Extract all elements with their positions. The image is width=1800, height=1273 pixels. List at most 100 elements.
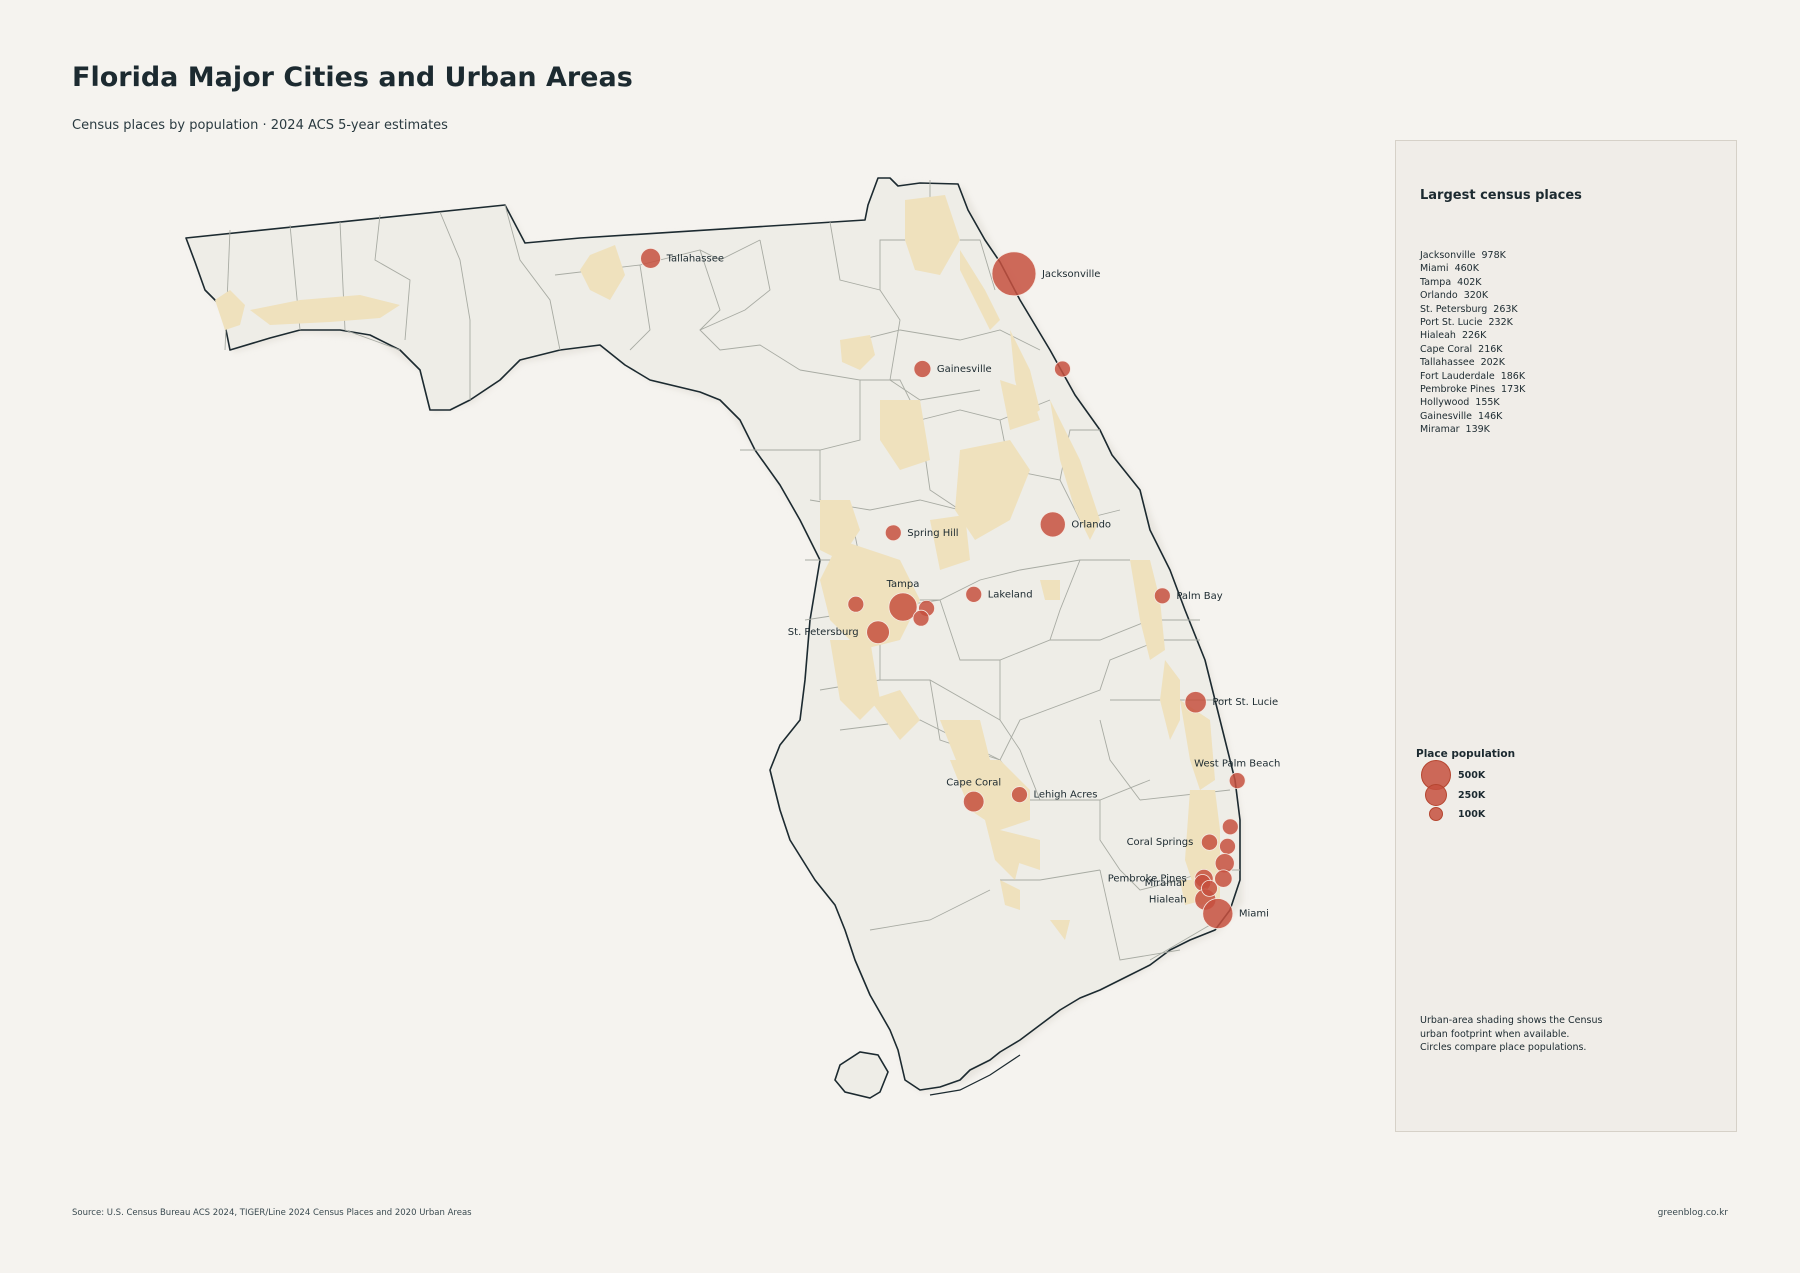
ranking-item: Tallahassee 202K [1420,356,1525,369]
city-marker [1219,838,1236,855]
ranking-city: St. Petersburg [1420,303,1488,315]
source-note: Source: U.S. Census Bureau ACS 2024, TIG… [72,1208,472,1218]
ranking-city: Tampa [1420,276,1452,288]
ranking-item: Orlando 320K [1420,289,1525,302]
florida-state-outline [185,177,1241,1091]
ranking-value: 173K [1501,384,1526,396]
ranking-city: Gainesville [1420,410,1473,422]
city-marker [1039,511,1066,538]
legend-item-500k: 500K [1416,759,1486,791]
city-label: Lehigh Acres [1034,790,1098,801]
florida-keys-chain [929,1054,1021,1096]
city-marker [888,592,918,622]
ranking-value: 155K [1475,397,1500,409]
city-label: Coral Springs [1127,837,1194,848]
county-boundaries [224,180,1240,961]
city-marker [965,586,983,603]
city-label: Miami [1239,909,1269,920]
ranking-value: 186K [1500,370,1526,382]
map-note: Urban-area shading shows the Census urba… [1420,1014,1720,1055]
ranking-value: 232K [1488,317,1513,329]
ranking-item: Cape Coral 216K [1420,343,1525,356]
city-label: St. Petersburg [788,627,859,638]
florida-map: Jacksonville Tallahassee Gainesville Orland… [185,177,1280,1099]
city-marker [1054,360,1071,378]
city-marker [1201,880,1218,897]
ranking-value: 978K [1481,250,1506,261]
ranking-city: Jacksonville [1420,250,1476,261]
ranking-value: 202K [1480,357,1505,369]
florida-keys [834,1051,889,1099]
city-markers: Jacksonville Tallahassee Gainesville Orland… [640,248,1280,930]
city-marker [866,620,890,645]
city-label: Gainesville [937,364,992,375]
ranking-value: 402K [1457,276,1482,288]
map-subtitle: Census places by population · 2024 ACS 5… [72,118,448,133]
city-label: Spring Hill [907,528,958,539]
city-marker [1184,691,1207,714]
ranking-city: Cape Coral [1420,343,1473,355]
ranking-city: Orlando [1420,290,1458,302]
ranking-list: Jacksonville 978K Miami 460K Tampa 402K Orland… [1420,249,1525,437]
credit-link[interactable]: greenblog.co.kr [1657,1208,1728,1218]
ranking-city: Port St. Lucie [1420,317,1483,329]
city-label: Hialeah [1149,895,1187,906]
legend-circle [1424,784,1447,807]
ranking-city: Fort Lauderdale [1420,370,1495,382]
ranking-value: 216K [1478,343,1503,355]
city-label: Lakeland [988,589,1033,600]
ranking-item: Hialeah 226K [1420,329,1525,342]
city-marker [1228,772,1246,789]
legend-item-100k: 100K [1416,803,1485,825]
ranking-item: Port St. Lucie 232K [1420,316,1525,329]
note-line: Urban-area shading shows the Census [1420,1015,1603,1026]
city-marker [1153,587,1171,605]
ranking-item: Pembroke Pines 173K [1420,383,1525,396]
city-marker [847,595,865,613]
city-label: Pembroke Pines [1108,874,1187,885]
city-marker [1200,833,1219,851]
legend-item-250k: 250K [1416,784,1486,807]
city-label: Miramar [1145,878,1188,889]
urban-areas [215,195,1220,940]
city-marker [912,609,930,627]
city-label: Cape Coral [946,777,1001,788]
ranking-item: Fort Lauderdale 186K [1420,370,1525,383]
ranking-item: Tampa 402K [1420,276,1525,289]
ranking-value: 320K [1463,290,1489,302]
ranking-value: 226K [1461,330,1487,342]
legend-label: 100K [1458,808,1486,820]
ranking-item: Miramar 139K [1420,423,1525,436]
city-label: Jacksonville [1041,269,1100,280]
city-label: Tampa [886,579,920,590]
ranking-city: Pembroke Pines [1420,384,1496,396]
legend-circle [1428,806,1444,822]
ranking-item: St. Petersburg 263K [1420,303,1525,316]
legend-label: 500K [1458,769,1486,781]
city-marker [1202,898,1234,930]
city-marker [1214,869,1233,888]
city-label: Tallahassee [666,253,724,264]
map-title: Florida Major Cities and Urban Areas [72,62,633,93]
ranking-city: Miramar [1420,424,1460,436]
city-marker [1011,786,1028,804]
ranking-item: Miami 460K [1420,262,1525,275]
legend-title: Place population [1416,748,1516,760]
info-panel: Largest census places Jacksonville 978K Mi… [1395,140,1737,1132]
ranking-item: Hollywood 155K [1420,396,1525,409]
ranking-city: Hialeah [1420,330,1456,342]
ranking-value: 146K [1478,410,1503,422]
city-marker [962,790,985,813]
legend-label: 250K [1458,789,1486,801]
city-label: Palm Bay [1176,591,1222,602]
ranking-city: Tallahassee [1420,357,1475,369]
city-label: West Palm Beach [1194,759,1280,770]
ranking-city: Hollywood [1420,397,1470,409]
city-marker [884,524,902,542]
city-marker [991,251,1037,297]
ranking-value: 139K [1465,424,1490,436]
panel-title: Largest census places [1420,188,1582,203]
city-marker [1221,818,1239,836]
ranking-item: Jacksonville 978K [1420,249,1525,262]
note-line: urban footprint when available. [1420,1028,1570,1040]
